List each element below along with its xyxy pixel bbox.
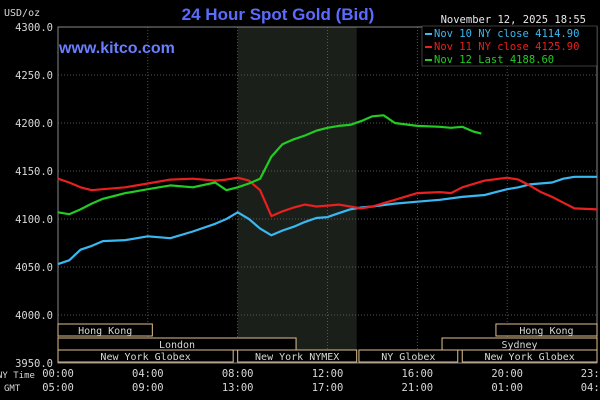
session-box [461, 349, 598, 363]
x-tick-label-gmt: 17:00 [312, 382, 344, 394]
grid-lines [57, 26, 598, 364]
session-box [57, 323, 153, 337]
x-tick-label-gmt: 21:00 [402, 382, 434, 394]
x-tick-label-gmt: 04:59 [581, 382, 600, 394]
series-line-1 [57, 175, 597, 266]
y-tick-label: 3950.0 [15, 358, 53, 370]
x-tick-label-ny: 00:00 [42, 368, 74, 380]
gmt-label: GMT [4, 384, 21, 394]
chart-title: 24 Hour Spot Gold (Bid) [182, 5, 375, 24]
x-tick-label-gmt: 01:00 [491, 382, 523, 394]
x-tick-label-ny: 04:00 [132, 368, 164, 380]
legend-entry: Nov 10 NY close 4114.90 [434, 28, 579, 40]
session-label: Sydney [501, 340, 537, 351]
x-tick-label-ny: 20:00 [491, 368, 523, 380]
x-tick-label-gmt: 05:00 [42, 382, 74, 394]
y-axis-label: USD/oz [4, 8, 40, 19]
plot-frame [57, 26, 598, 364]
session-label: New York Globex [484, 352, 574, 363]
legend-entry: Nov 12 Last 4188.60 [434, 54, 554, 66]
y-tick-label: 4300.0 [15, 22, 53, 34]
nymex-shaded-period [237, 27, 357, 363]
session-label: New York NYMEX [255, 352, 339, 363]
series-line-3 [57, 114, 482, 216]
x-tick-label-ny: 12:00 [312, 368, 344, 380]
legend-entry: Nov 11 NY close 4125.90 [434, 41, 579, 53]
source-watermark: www.kitco.com [58, 40, 175, 57]
timestamp: November 12, 2025 18:55 [441, 14, 586, 26]
y-tick-label: 4050.0 [15, 262, 53, 274]
series-line-2 [57, 176, 598, 218]
y-tick-label: 4200.0 [15, 118, 53, 130]
y-axis-ticks: 4300.0 4250.0 4200.0 4150.0 4100.0 4050.0 4000… [15, 22, 53, 370]
ny-time-label: NY Time [0, 371, 35, 381]
session-label: Hong Kong [519, 326, 573, 337]
session-box [237, 349, 358, 363]
y-tick-label: 4000.0 [15, 310, 53, 322]
session-label: New York Globex [100, 352, 190, 363]
y-tick-label: 4100.0 [15, 214, 53, 226]
legend-box [421, 25, 598, 67]
session-label: NY Globex [381, 352, 435, 363]
y-tick-label: 4150.0 [15, 166, 53, 178]
session-box [495, 323, 598, 337]
x-tick-label-ny: 16:00 [402, 368, 434, 380]
session-label: Hong Kong [78, 326, 132, 337]
x-tick-label-gmt: 09:00 [132, 382, 164, 394]
session-label: London [159, 340, 195, 351]
session-box [358, 349, 459, 363]
x-axis-ticks: 00:00 04:00 08:00 12:00 16:00 20:00 23:59 05:00… [42, 368, 600, 394]
session-box [57, 349, 234, 363]
series-lines [57, 114, 598, 266]
x-tick-label-ny: 08:00 [222, 368, 254, 380]
y-tick-label: 4250.0 [15, 70, 53, 82]
x-tick-label-gmt: 13:00 [222, 382, 254, 394]
x-tick-label-ny: 23:59 [581, 368, 600, 380]
